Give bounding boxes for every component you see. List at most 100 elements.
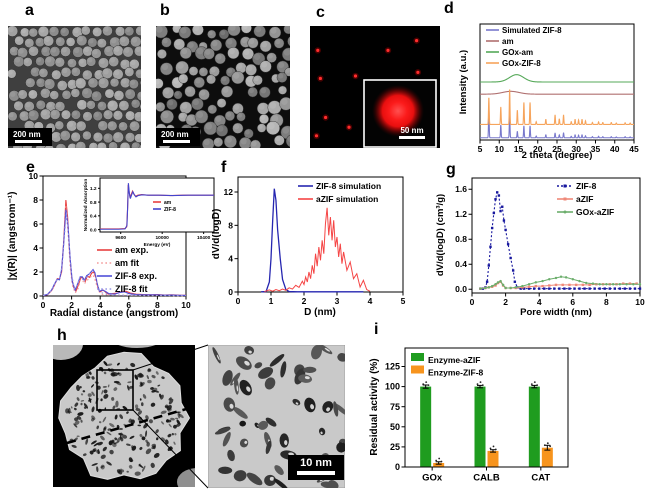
y-axis-label: Normalized Absorption xyxy=(83,179,89,232)
series-Simulated ZIF-8 xyxy=(480,108,634,139)
y-tick-label: 0.0 xyxy=(90,227,97,233)
y-tick-label: 50 xyxy=(390,422,400,432)
series-GOx-ZIF-8 xyxy=(480,89,634,125)
x-tick-label: 6 xyxy=(570,297,575,307)
series-ZIF-8 simulation xyxy=(261,188,364,293)
x-tick-label: 20 xyxy=(533,144,543,154)
y-tick-label: 0.8 xyxy=(455,234,467,244)
legend-label: aZIF xyxy=(576,194,593,204)
tem-tomography-image xyxy=(53,344,345,489)
scale-bar-c-text: 50 nm xyxy=(400,126,424,135)
fluorescence-image xyxy=(310,26,440,148)
legend-label: am exp. xyxy=(115,245,149,255)
x-tick-label: 2 xyxy=(302,296,307,306)
series-aZIF simulation xyxy=(264,207,371,293)
y-axis-label: dV/d(logD) (cm³/g) xyxy=(435,194,446,276)
x-tick-label: 5 xyxy=(478,144,483,154)
y-axis-label: |χ(R)| (angstrom⁻¹) xyxy=(7,192,18,281)
scale-bar-c-inset: 50 nm xyxy=(390,126,434,139)
scale-bar-h-text: 10 nm xyxy=(300,457,332,469)
scale-bar-h-line xyxy=(297,471,335,475)
x-tick-label: 15 xyxy=(514,144,524,154)
x-tick-label: 5 xyxy=(401,296,406,306)
series-am xyxy=(480,90,634,95)
x-tick-label: 10 xyxy=(495,144,505,154)
y-tick-label: 0 xyxy=(228,287,233,297)
legend-label: GOx-ZIF-8 xyxy=(502,59,541,68)
y-axis-label: dV/d(logD) xyxy=(212,209,222,260)
panel-label-b: b xyxy=(160,2,170,19)
fluorescent-dot xyxy=(347,125,351,129)
y-tick-label: 0 xyxy=(395,462,400,472)
x-tick-label: 4 xyxy=(368,296,373,306)
scale-bar-h: 10 nm xyxy=(288,455,344,480)
category-label: GOx xyxy=(422,473,443,484)
x-tick-label: 35 xyxy=(591,144,601,154)
bar-Enzyme-aZIF-CALB xyxy=(474,386,486,467)
legend-label: am xyxy=(164,200,172,206)
x-tick-label: 40 xyxy=(610,144,620,154)
y-tick-label: 0.0 xyxy=(455,284,467,294)
series-ZIF-8 xyxy=(480,190,640,290)
pore-width-chart: 0 2 4 6 8 10 0.0 0.4 0.8 1.2 1.6 Pore width (nm) dV/… xyxy=(435,177,645,318)
x-tick-label: 10400 xyxy=(197,235,211,241)
bar-Enzyme-ZIF-8-CALB xyxy=(487,450,499,467)
x-tick-label: 0 xyxy=(470,297,475,307)
fluorescent-dot xyxy=(316,48,320,52)
bar-Enzyme-ZIF-8-GOx xyxy=(433,462,445,467)
series-ZIF-8 fit xyxy=(42,211,186,297)
x-tick-label: 6 xyxy=(126,300,131,310)
y-tick-label: 6 xyxy=(33,219,38,229)
panel-label-f: f xyxy=(221,159,227,176)
x-tick-label: 9600 xyxy=(115,235,126,241)
panel-label-a: a xyxy=(25,2,34,19)
bar-Enzyme-ZIF-8-CAT xyxy=(541,447,553,467)
series-GOx-am xyxy=(480,74,634,83)
y-tick-label: 25 xyxy=(390,442,400,452)
panel-label-d: d xyxy=(444,0,454,17)
x-tick-label: 10 xyxy=(181,300,191,310)
legend-label: am fit xyxy=(115,258,139,268)
legend-label: Simulated ZIF-8 xyxy=(502,26,562,35)
x-tick-label: 8 xyxy=(604,297,609,307)
zoom-region-box xyxy=(96,369,134,411)
x-axis-label: 2 theta (degree) xyxy=(522,150,593,161)
fluorescent-dot xyxy=(314,134,319,138)
plot-area xyxy=(237,176,404,293)
x-axis-label: Energy (eV) xyxy=(144,242,171,248)
residual-activity-chart: 0 25 50 75 100 125 Residual activity (%) GOx CAL… xyxy=(369,347,569,484)
legend-label: GOx-am xyxy=(502,48,533,57)
y-tick-label: 12 xyxy=(224,187,234,197)
y-tick-label: 4 xyxy=(33,243,38,253)
single-particle-fluorescence xyxy=(372,85,424,137)
scale-bar-a-line xyxy=(15,140,42,143)
zoom-connector-top xyxy=(132,344,209,371)
x-axis-label: Pore width (nm) xyxy=(520,307,592,318)
bar-Enzyme-aZIF-GOx xyxy=(420,386,432,467)
panel-label-h: h xyxy=(57,327,67,344)
x-axis-label: D (nm) xyxy=(304,307,336,318)
x-tick-label: 2 xyxy=(503,297,508,307)
y-tick-label: 0.4 xyxy=(455,259,467,269)
legend-label: aZIF simulation xyxy=(316,194,378,204)
legend-label: Enzyme-aZIF xyxy=(428,355,480,365)
legend-label: ZIF-8 xyxy=(164,207,176,213)
y-tick-label: 0 xyxy=(33,291,38,301)
legend-label: Enzyme-ZIF-8 xyxy=(428,368,484,378)
panel-label-e: e xyxy=(26,159,35,176)
x-tick-label: 8 xyxy=(155,300,160,310)
x-tick-label: 1 xyxy=(269,296,274,306)
x-tick-label: 3 xyxy=(335,296,340,306)
y-tick-label: 100 xyxy=(385,382,400,392)
x-tick-label: 10000 xyxy=(156,235,170,241)
panel-label-c: c xyxy=(316,4,325,21)
legend-label: am xyxy=(502,37,514,46)
y-tick-label: 1.2 xyxy=(90,186,97,192)
y-axis-label: Residual activity (%) xyxy=(369,358,380,455)
y-tick-label: 8 xyxy=(33,195,38,205)
y-tick-label: 0.8 xyxy=(90,200,97,206)
y-tick-label: 125 xyxy=(385,362,400,372)
y-tick-label: 2 xyxy=(33,267,38,277)
